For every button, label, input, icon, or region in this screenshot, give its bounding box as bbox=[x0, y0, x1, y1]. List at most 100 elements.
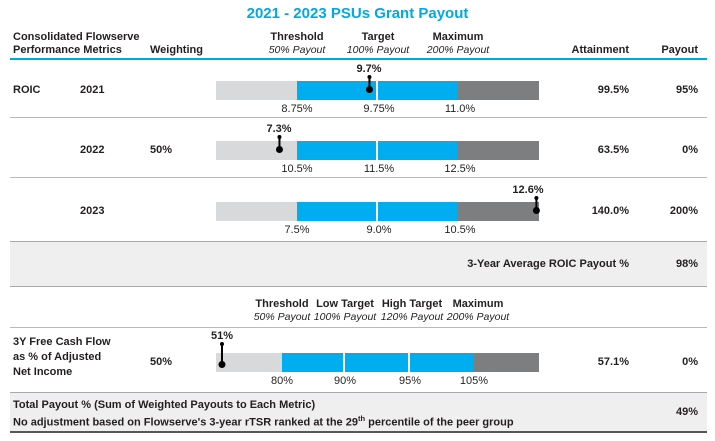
level-name: Threshold bbox=[255, 298, 309, 310]
header-underline bbox=[10, 58, 707, 60]
level-sub: 50% Payout bbox=[268, 44, 326, 56]
level-header-target: Target 100% Payout bbox=[333, 31, 423, 57]
total-payout-note: No adjustment based on Flowserve's 3-yea… bbox=[13, 412, 514, 430]
tick-label: 80% bbox=[270, 375, 294, 387]
payout-value: 0% bbox=[682, 144, 698, 156]
weighting-value: 50% bbox=[150, 356, 173, 368]
tick-label: 8.75% bbox=[281, 103, 313, 115]
row-separator bbox=[10, 117, 707, 118]
tick-label: 9.75% bbox=[363, 103, 395, 115]
level-sub: 200% Payout bbox=[426, 44, 490, 56]
bar-segment-below-threshold bbox=[216, 353, 282, 372]
note-superscript: th bbox=[357, 414, 366, 423]
attainment-value: 63.5% bbox=[597, 144, 629, 156]
tick-label: 9.0% bbox=[366, 224, 392, 236]
col-header-attainment: Attainment bbox=[571, 44, 629, 56]
col-header-metrics-line2: Performance Metrics bbox=[13, 44, 122, 56]
level-header-threshold: Threshold 50% Payout bbox=[252, 31, 342, 57]
bar-segment-target-to-maximum bbox=[377, 81, 459, 100]
tick-label: 10.5% bbox=[281, 163, 313, 175]
tick-label: 11.5% bbox=[363, 163, 395, 175]
bar-segment-threshold-to-target bbox=[296, 141, 378, 160]
note-text: percentile of the peer group bbox=[365, 416, 514, 429]
bullet-bar-fcf bbox=[216, 353, 539, 372]
level-header-maximum: Maximum 200% Payout bbox=[413, 31, 503, 57]
row-separator bbox=[10, 327, 707, 328]
fcf-level-header-threshold: Threshold 50% Payout bbox=[237, 298, 327, 324]
level-sub: 200% Payout bbox=[446, 311, 510, 323]
bar-segment-above-maximum bbox=[474, 353, 539, 372]
bar-segment-above-maximum bbox=[458, 141, 539, 160]
level-name: Target bbox=[361, 31, 395, 43]
attainment-value: 140.0% bbox=[591, 205, 629, 217]
bar-segment-target-to-maximum bbox=[377, 141, 459, 160]
level-sub: 100% Payout bbox=[313, 311, 377, 323]
tick-label: 11.0% bbox=[444, 103, 476, 115]
tick-label: 105% bbox=[459, 375, 489, 387]
chart-title: 2021 - 2023 PSUs Grant Payout bbox=[246, 5, 469, 22]
level-name: Low Target bbox=[316, 298, 374, 310]
bar-segment-above-maximum bbox=[458, 202, 539, 221]
metric-label-roic: ROIC bbox=[13, 84, 41, 96]
tick-label: 12.5% bbox=[444, 163, 476, 175]
attainment-marker-2023: 12.6% bbox=[512, 185, 551, 211]
total-payout-band: Total Payout % (Sum of Weighted Payouts … bbox=[10, 392, 707, 433]
total-payout-value: 49% bbox=[675, 406, 698, 418]
col-header-payout: Payout bbox=[661, 44, 698, 56]
year-label: 2022 bbox=[80, 144, 105, 156]
level-sub: 100% Payout bbox=[346, 44, 410, 56]
level-name: Threshold bbox=[270, 31, 324, 43]
metric-label-fcf-line1: 3Y Free Cash Flow bbox=[13, 336, 111, 348]
bar-segment-threshold-to-low-target bbox=[281, 353, 345, 372]
total-payout-label: Total Payout % (Sum of Weighted Payouts … bbox=[13, 399, 316, 411]
tick-label: 7.5% bbox=[284, 224, 310, 236]
fcf-level-header-high-target: High Target 120% Payout bbox=[367, 298, 457, 324]
bar-segment-threshold-to-target bbox=[296, 81, 378, 100]
bullet-bar-2023 bbox=[216, 202, 539, 221]
marker-pin-icon bbox=[534, 197, 537, 211]
level-name: High Target bbox=[381, 298, 443, 310]
roic-summary-band: 3-Year Average ROIC Payout % 98% bbox=[10, 241, 707, 287]
attainment-value: 99.5% bbox=[597, 84, 629, 96]
bar-segment-threshold-to-target bbox=[296, 202, 378, 221]
bar-segment-below-threshold bbox=[216, 81, 297, 100]
level-name: Maximum bbox=[432, 31, 484, 43]
marker-value-label: 51% bbox=[210, 330, 234, 342]
attainment-marker-2021: 9.7% bbox=[356, 63, 382, 90]
weighting-value: 50% bbox=[150, 144, 173, 156]
payout-value: 0% bbox=[682, 356, 698, 368]
marker-value-label: 9.7% bbox=[356, 63, 382, 75]
roic-summary-label: 3-Year Average ROIC Payout % bbox=[467, 258, 629, 270]
fcf-level-header-low-target: Low Target 100% Payout bbox=[300, 298, 390, 324]
marker-pin-icon bbox=[221, 343, 223, 365]
level-name: Maximum bbox=[452, 298, 504, 310]
bullet-bar-2022 bbox=[216, 141, 539, 160]
marker-pin-icon bbox=[277, 136, 280, 150]
metric-label-fcf-line2: as % of Adjusted bbox=[13, 351, 102, 363]
metric-label-fcf: 3Y Free Cash Flow as % of Adjusted Net I… bbox=[13, 335, 111, 380]
tick-label: 90% bbox=[333, 375, 357, 387]
bar-segment-below-threshold bbox=[216, 202, 297, 221]
tick-label: 95% bbox=[398, 375, 422, 387]
tick-label: 10.5% bbox=[444, 224, 476, 236]
payout-value: 95% bbox=[675, 84, 698, 96]
marker-pin-icon bbox=[367, 76, 370, 90]
attainment-marker-fcf: 51% bbox=[211, 331, 233, 365]
year-label: 2021 bbox=[80, 84, 105, 96]
col-header-metrics: Consolidated Flowserve Performance Metri… bbox=[13, 31, 140, 57]
bullet-bar-2021 bbox=[216, 81, 539, 100]
year-label: 2023 bbox=[80, 205, 105, 217]
payout-value: 200% bbox=[669, 205, 698, 217]
level-sub: 50% Payout bbox=[253, 311, 311, 323]
bar-segment-low-to-high-target bbox=[344, 353, 410, 372]
marker-value-label: 7.3% bbox=[266, 123, 292, 135]
bar-segment-high-target-to-maximum bbox=[409, 353, 475, 372]
attainment-marker-2022: 7.3% bbox=[266, 123, 292, 150]
note-text: No adjustment based on Flowserve's 3-yea… bbox=[13, 416, 358, 429]
attainment-value: 57.1% bbox=[597, 356, 629, 368]
col-header-metrics-line1: Consolidated Flowserve bbox=[13, 31, 140, 43]
metric-label-fcf-line3: Net Income bbox=[13, 366, 73, 378]
bar-segment-target-to-maximum bbox=[377, 202, 459, 221]
marker-value-label: 12.6% bbox=[512, 184, 544, 196]
